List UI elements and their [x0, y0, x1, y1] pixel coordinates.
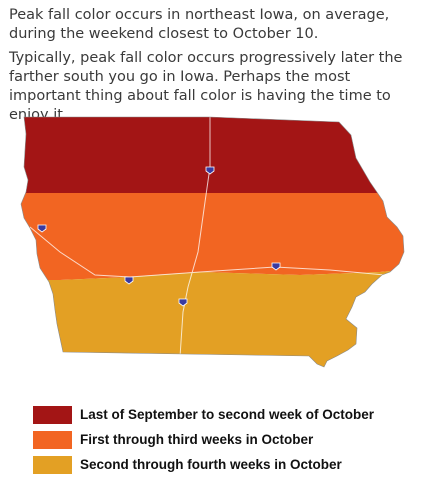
legend-swatch-early: [33, 406, 72, 424]
intro-paragraph-2: Typically, peak fall color occurs progre…: [9, 50, 403, 123]
interstate-shield-icon: [178, 298, 188, 307]
legend-label-mid: First through third weeks in October: [80, 432, 314, 447]
legend-label-late: Second through fourth weeks in October: [80, 457, 342, 472]
intro-paragraph-1: Peak fall color occurs in northeast Iowa…: [9, 7, 390, 42]
interstate-shield-icon: [205, 166, 215, 175]
region-south: [21, 267, 404, 367]
region-central: [21, 193, 404, 280]
legend-label-early: Last of September to second week of Octo…: [80, 407, 375, 422]
interstate-shield-icon: [271, 262, 281, 271]
legend-swatch-mid: [33, 431, 72, 449]
region-north: [21, 117, 404, 197]
interstate-shield-icon: [124, 276, 134, 285]
iowa-fall-color-map: [20, 116, 405, 368]
legend-swatch-late: [33, 456, 72, 474]
iowa-outline: [20, 116, 405, 368]
interstate-shield-icon: [37, 224, 47, 233]
